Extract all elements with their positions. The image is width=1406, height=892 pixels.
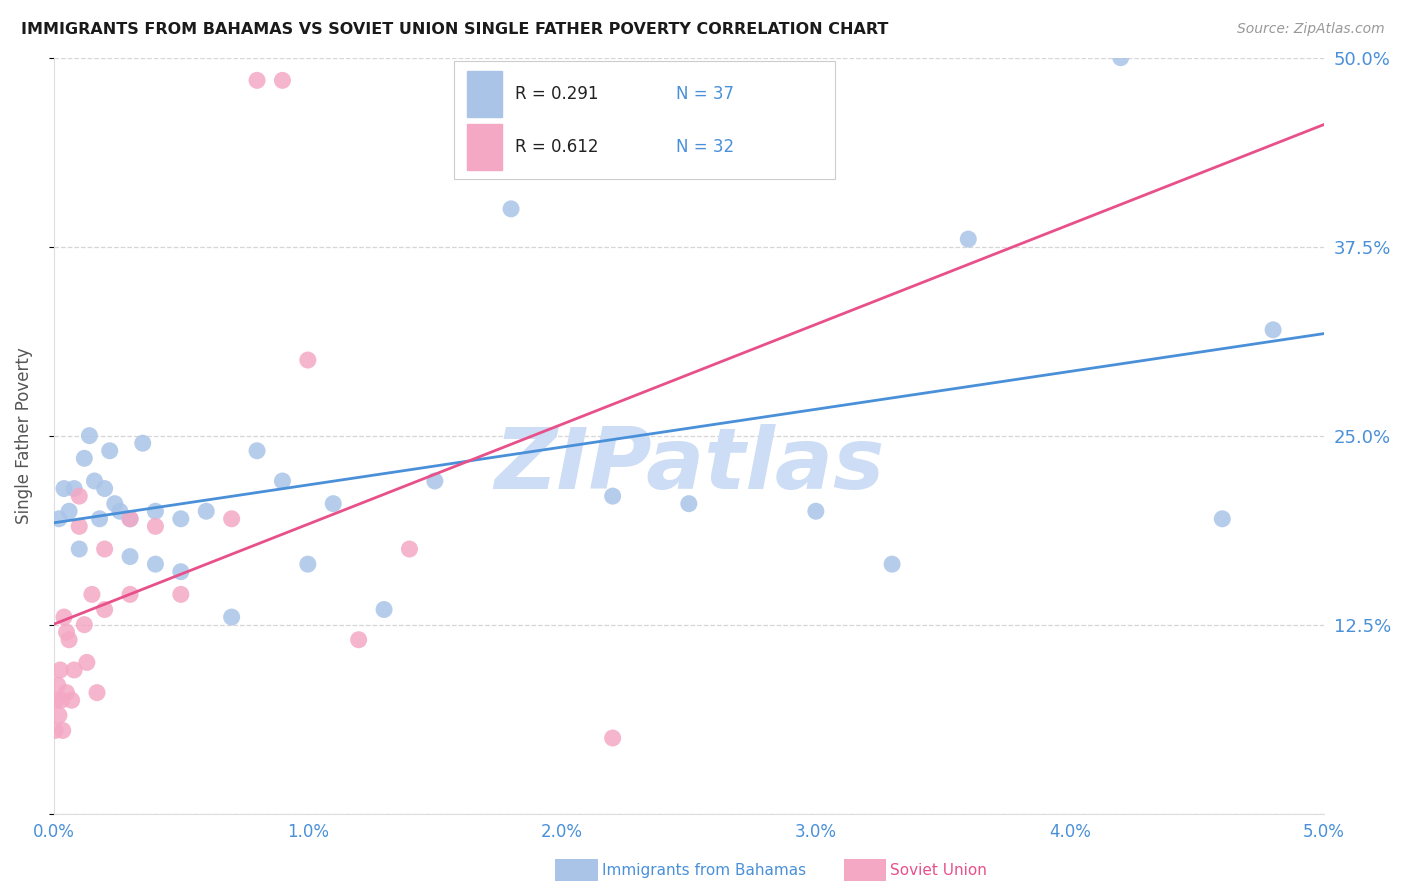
Point (221, 610, 243, 624)
Text: R = 0.291: R = 0.291 (515, 85, 599, 103)
Point (880, 557, 903, 571)
Point (170, 512, 193, 526)
Point (98, 443, 121, 458)
Point (678, 497, 700, 511)
Bar (467, 71, 502, 117)
Point (246, 73, 269, 87)
Point (52, 723, 75, 738)
Point (132, 436, 155, 450)
Point (60, 693, 83, 707)
Point (118, 587, 141, 601)
Point (83, 474, 105, 488)
Point (423, 474, 446, 488)
Point (51, 693, 73, 707)
Point (195, 504, 218, 518)
Point (118, 549, 141, 564)
Point (93, 542, 115, 557)
Point (93, 602, 115, 616)
Point (73, 451, 96, 466)
Point (44, 723, 66, 738)
Text: Soviet Union: Soviet Union (890, 863, 987, 878)
Point (1261, 323, 1284, 337)
Point (499, 202, 522, 216)
Point (79, 428, 101, 442)
Point (46, 678, 69, 692)
Point (55, 625, 77, 640)
Point (76, 656, 98, 670)
Text: Immigrants from Bahamas: Immigrants from Bahamas (602, 863, 806, 878)
Y-axis label: Single Father Poverty: Single Father Poverty (15, 347, 32, 524)
Point (48, 708, 70, 723)
Point (73, 617, 96, 632)
Point (398, 542, 420, 557)
Point (67, 489, 90, 503)
Point (63, 663, 86, 677)
Point (145, 557, 167, 571)
Point (602, 731, 624, 745)
Point (118, 512, 141, 526)
Point (271, 73, 294, 87)
Point (53, 610, 76, 624)
Point (67, 519, 90, 533)
Point (170, 587, 193, 601)
Point (55, 686, 77, 700)
Point (297, 353, 319, 368)
Point (602, 489, 624, 503)
Point (80, 587, 103, 601)
Text: N = 37: N = 37 (676, 85, 734, 103)
Point (145, 519, 167, 533)
Point (67, 542, 90, 557)
Text: N = 32: N = 32 (676, 138, 734, 156)
Point (347, 632, 370, 647)
Point (93, 482, 115, 496)
Point (1109, 51, 1132, 65)
Point (118, 512, 141, 526)
Text: Source: ZipAtlas.com: Source: ZipAtlas.com (1237, 22, 1385, 37)
Point (63, 482, 86, 496)
Point (957, 232, 980, 246)
Point (48, 512, 70, 526)
Point (1211, 512, 1233, 526)
Point (45, 693, 67, 707)
Point (373, 602, 395, 616)
Point (49, 663, 72, 677)
Point (804, 504, 827, 518)
Point (58, 632, 80, 647)
Point (145, 504, 167, 518)
FancyBboxPatch shape (454, 62, 835, 178)
Point (53, 482, 76, 496)
Point (246, 443, 269, 458)
Point (104, 497, 127, 511)
Text: ZIPatlas: ZIPatlas (494, 425, 884, 508)
Point (58, 504, 80, 518)
Point (89, 512, 111, 526)
Text: IMMIGRANTS FROM BAHAMAS VS SOVIET UNION SINGLE FATHER POVERTY CORRELATION CHART: IMMIGRANTS FROM BAHAMAS VS SOVIET UNION … (21, 22, 889, 37)
Point (271, 474, 294, 488)
Bar (467, 124, 502, 169)
Point (86, 686, 108, 700)
Point (297, 557, 319, 571)
Point (322, 497, 344, 511)
Point (221, 512, 243, 526)
Point (108, 504, 131, 518)
Text: R = 0.612: R = 0.612 (515, 138, 599, 156)
Point (170, 565, 193, 579)
